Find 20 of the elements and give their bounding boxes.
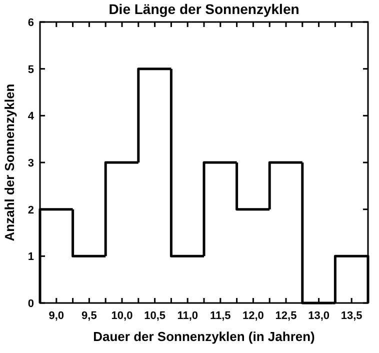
chart-title: Die Länge der Sonnenzyklen bbox=[108, 1, 300, 17]
x-tick-label: 12,5 bbox=[275, 310, 297, 322]
y-axis-title: Anzahl der Sonnenzyklen bbox=[2, 84, 17, 242]
y-tick-label: 3 bbox=[28, 158, 34, 170]
x-tick-label: 9,0 bbox=[48, 310, 64, 322]
y-tick-label: 4 bbox=[28, 110, 35, 123]
x-tick-label: 12,0 bbox=[242, 310, 264, 322]
x-tick-label: 10,0 bbox=[111, 310, 133, 322]
y-tick-label: 2 bbox=[28, 204, 34, 216]
y-tick-label: 5 bbox=[28, 64, 34, 76]
y-tick-label: 0 bbox=[28, 298, 34, 310]
x-axis-title: Dauer der Sonnenzyklen (in Jahren) bbox=[93, 329, 315, 344]
x-tick-label: 11,5 bbox=[210, 310, 231, 322]
x-tick-label: 11,0 bbox=[177, 310, 198, 322]
x-tick-label: 10,5 bbox=[144, 310, 166, 322]
y-tick-label: 1 bbox=[28, 251, 34, 264]
x-tick-label: 13,0 bbox=[308, 310, 330, 322]
x-tick-label: 9,5 bbox=[82, 310, 97, 322]
y-tick-label: 6 bbox=[28, 17, 34, 29]
x-tick-label: 13,5 bbox=[340, 310, 362, 322]
